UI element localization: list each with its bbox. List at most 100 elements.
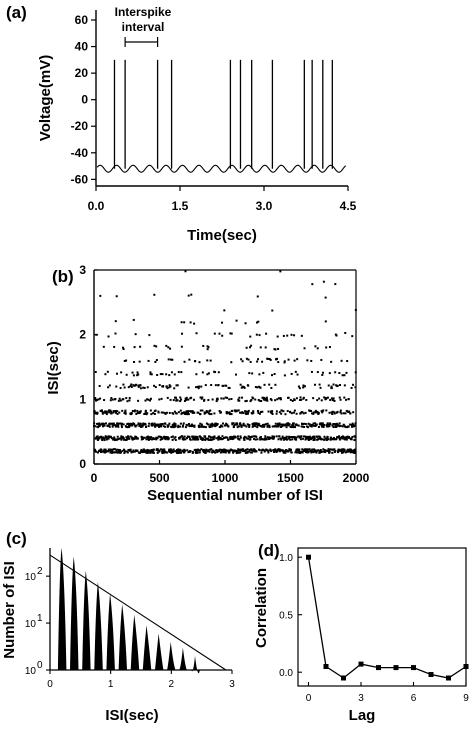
chart-b-point bbox=[136, 437, 139, 440]
chart-b-point bbox=[149, 371, 152, 374]
chart-b-point bbox=[121, 409, 124, 412]
chart-b-point bbox=[150, 413, 153, 416]
chart-b-point bbox=[262, 448, 265, 451]
chart-b-point bbox=[248, 372, 251, 375]
chart-b-point bbox=[101, 422, 104, 425]
chart-b-point bbox=[168, 422, 171, 425]
chart-b-point bbox=[311, 412, 314, 415]
chart-b-point bbox=[166, 387, 169, 390]
chart-b-point bbox=[252, 410, 255, 413]
chart-b-point bbox=[104, 373, 107, 376]
chart-b-point bbox=[349, 423, 352, 426]
chart-b-point bbox=[109, 435, 112, 438]
chart-b-point bbox=[305, 449, 308, 452]
chart-b-point bbox=[113, 410, 116, 413]
chart-b-point bbox=[139, 410, 142, 413]
chart-b-point bbox=[155, 436, 158, 439]
chart-b-point bbox=[192, 438, 195, 441]
chart-b-point bbox=[239, 422, 242, 425]
chart-b-point bbox=[194, 448, 197, 451]
chart-b-point bbox=[237, 448, 240, 451]
chart-b-point bbox=[309, 438, 312, 441]
chart-b-point bbox=[149, 373, 152, 376]
chart-b-point bbox=[253, 424, 256, 427]
chart-b-point bbox=[134, 333, 137, 336]
chart-b-point bbox=[317, 426, 320, 429]
chart-b-point bbox=[226, 396, 229, 399]
chart-b-point bbox=[142, 422, 145, 425]
chart-b-point bbox=[247, 358, 250, 361]
chart-b-point bbox=[259, 438, 262, 441]
chart-b-point bbox=[119, 422, 122, 425]
chart-b-point bbox=[241, 385, 244, 388]
chart-b-point bbox=[148, 422, 151, 425]
chart-b-point bbox=[180, 371, 183, 374]
chart-b-point bbox=[170, 371, 173, 374]
chart-b-point bbox=[348, 410, 351, 413]
chart-b-point bbox=[136, 411, 139, 414]
chart-b-point bbox=[125, 359, 128, 362]
chart-b-point bbox=[172, 423, 175, 426]
chart-b-point bbox=[95, 399, 98, 402]
chart-b-point bbox=[120, 438, 123, 441]
chart-b-point bbox=[296, 358, 299, 361]
chart-b-point bbox=[276, 357, 278, 360]
chart-b-point bbox=[270, 399, 273, 402]
chart-b-point bbox=[179, 400, 182, 403]
chart-b-point bbox=[341, 437, 344, 440]
chart-b-point bbox=[295, 412, 298, 415]
chart-b-point bbox=[110, 410, 113, 413]
chart-b-point bbox=[152, 412, 155, 415]
chart-b-point bbox=[111, 448, 114, 451]
chart-b-plot: 0 500 1000 1500 2000 0 1 2 3 bbox=[79, 263, 369, 485]
chart-b-point bbox=[256, 426, 259, 429]
chart-b-point bbox=[268, 424, 271, 427]
chart-b-point bbox=[273, 435, 276, 438]
chart-b-point bbox=[266, 449, 269, 452]
chart-b-point bbox=[354, 422, 357, 425]
chart-b-point bbox=[245, 436, 248, 439]
chart-b-point bbox=[265, 396, 268, 399]
chart-b-point bbox=[107, 450, 110, 453]
chart-b-point bbox=[258, 449, 261, 452]
chart-b-point bbox=[211, 422, 214, 425]
chart-b-point bbox=[137, 384, 140, 387]
chart-b-point bbox=[206, 411, 209, 414]
chart-b-point bbox=[102, 425, 104, 428]
chart-b-point bbox=[121, 435, 124, 438]
annotation-line2: interval bbox=[122, 20, 165, 34]
chart-b-point bbox=[169, 358, 172, 361]
chart-b-point bbox=[133, 450, 136, 453]
chart-b-point bbox=[187, 422, 190, 425]
chart-b-point bbox=[226, 411, 229, 414]
chart-b-point bbox=[220, 450, 223, 453]
chart-b-point bbox=[322, 448, 325, 451]
chart-b-point bbox=[291, 438, 294, 441]
chart-b-point bbox=[104, 422, 107, 425]
chart-b-point bbox=[265, 332, 268, 335]
chart-b-point bbox=[249, 438, 252, 441]
chart-b-point bbox=[327, 438, 330, 441]
chart-b-point bbox=[312, 422, 315, 425]
chart-b-point bbox=[248, 425, 251, 428]
chart-b-point bbox=[131, 371, 134, 374]
chart-b-point bbox=[325, 409, 328, 412]
chart-b-point bbox=[255, 450, 258, 453]
chart-b-point bbox=[328, 346, 331, 349]
chart-b-point bbox=[354, 448, 357, 451]
chart-b-point bbox=[302, 423, 305, 426]
chart-b-point bbox=[228, 387, 231, 389]
chart-b-point bbox=[260, 410, 263, 413]
chart-b-point bbox=[164, 438, 167, 441]
chart-b-point bbox=[208, 438, 211, 441]
chart-b-point bbox=[180, 345, 183, 348]
chart-b-point bbox=[286, 438, 289, 441]
chart-b-point bbox=[174, 450, 177, 453]
chart-b-point bbox=[204, 435, 207, 438]
chart-b-point bbox=[185, 423, 188, 426]
chart-b-point bbox=[108, 422, 111, 425]
chart-b-point bbox=[94, 448, 97, 451]
chart-b-point bbox=[316, 435, 319, 438]
chart-b-point bbox=[170, 436, 173, 439]
chart-b-point bbox=[276, 398, 279, 401]
